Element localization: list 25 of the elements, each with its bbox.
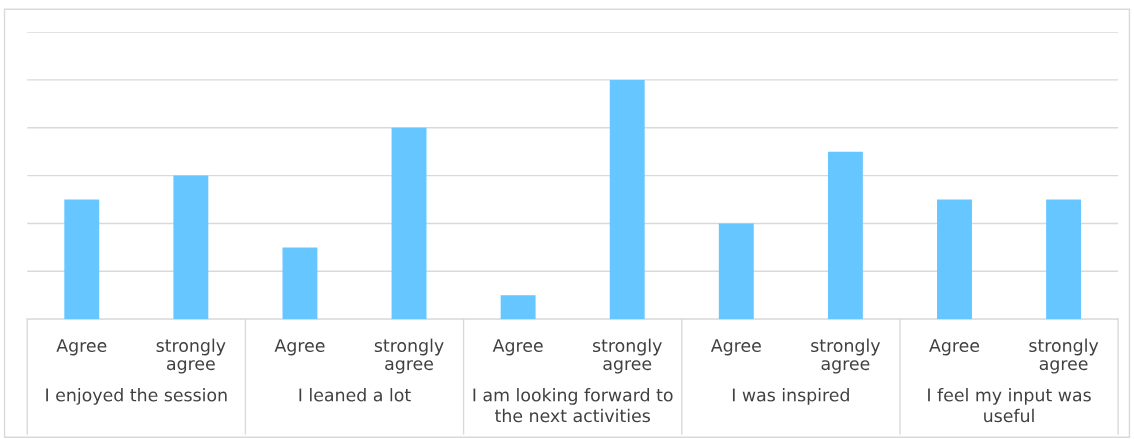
x-tick-label: strongly agree bbox=[811, 338, 881, 374]
bar bbox=[173, 175, 209, 320]
text: I am looking forward to the next activities bbox=[473, 388, 673, 423]
x-tick-label: Agree bbox=[710, 339, 761, 356]
bar bbox=[64, 199, 100, 320]
bar bbox=[937, 199, 972, 320]
x-tick-label: Agree bbox=[492, 339, 543, 356]
bar bbox=[391, 127, 427, 320]
bar bbox=[718, 223, 754, 320]
text: I was inspired bbox=[732, 388, 849, 405]
bar bbox=[1046, 199, 1082, 320]
text: I enjoyed the session bbox=[46, 388, 227, 405]
x-tick-label: Agree bbox=[274, 339, 325, 356]
x-tick-label: strongly agree bbox=[156, 338, 226, 374]
bar bbox=[609, 79, 645, 320]
x-tick-label: strongly agree bbox=[592, 338, 662, 374]
x-tick-label: Agree bbox=[56, 339, 107, 356]
bar bbox=[282, 247, 318, 320]
text: I feel my input was useful bbox=[928, 388, 1091, 423]
text: I leaned a lot bbox=[299, 388, 411, 402]
x-tick-label: strongly agree bbox=[374, 338, 444, 374]
x-tick-label: strongly agree bbox=[1029, 338, 1099, 374]
x-tick-label: Agree bbox=[929, 339, 980, 356]
bar bbox=[500, 295, 536, 320]
bar bbox=[827, 151, 863, 320]
